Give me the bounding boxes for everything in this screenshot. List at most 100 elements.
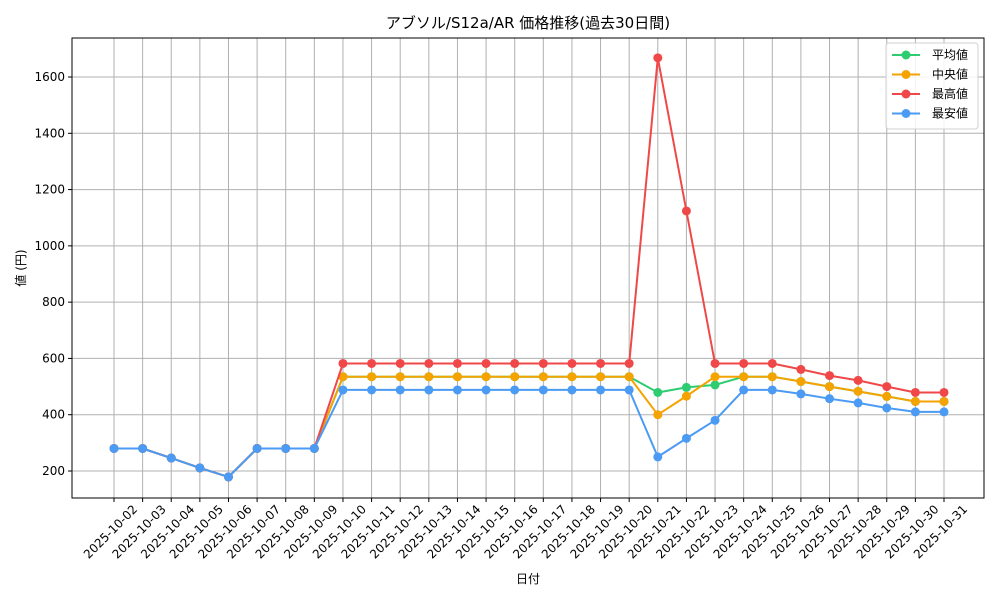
data-point[interactable] [424,372,434,382]
data-point[interactable] [882,403,892,413]
legend-label: 最高値 [932,86,968,101]
data-point[interactable] [624,358,634,368]
data-point[interactable] [653,452,663,462]
legend-marker-icon [901,70,911,79]
data-point[interactable] [252,443,262,453]
data-point[interactable] [195,463,205,473]
data-point[interactable] [309,443,319,453]
data-point[interactable] [338,372,348,382]
series-line [114,375,944,478]
data-point[interactable] [223,472,233,482]
y-tick-label: 600 [42,351,65,365]
data-point[interactable] [767,372,777,382]
data-point[interactable] [338,358,348,368]
series-2 [109,53,949,482]
legend-item: 平均値 [892,47,968,62]
data-point[interactable] [338,385,348,395]
data-point[interactable] [567,372,577,382]
data-point[interactable] [853,375,863,385]
data-point[interactable] [481,358,491,368]
y-tick-label: 1000 [34,239,65,253]
data-point[interactable] [596,372,606,382]
data-point[interactable] [939,387,949,397]
data-point[interactable] [681,391,691,401]
y-tick-label: 1400 [34,126,65,140]
y-tick-label: 1200 [34,183,65,197]
data-point[interactable] [367,385,377,395]
data-point[interactable] [395,358,405,368]
x-axis: 2025-10-022025-10-032025-10-042025-10-05… [81,498,970,561]
data-point[interactable] [739,385,749,395]
data-point[interactable] [910,407,920,417]
data-point[interactable] [710,358,720,368]
data-point[interactable] [538,385,548,395]
data-point[interactable] [767,385,777,395]
legend-label: 最安値 [932,106,968,121]
data-point[interactable] [939,407,949,417]
data-point[interactable] [710,380,720,390]
data-point[interactable] [281,443,291,453]
data-point[interactable] [166,453,176,463]
data-point[interactable] [596,385,606,395]
plot-frame [71,37,985,499]
data-point[interactable] [452,358,462,368]
data-point[interactable] [796,389,806,399]
data-point[interactable] [567,358,577,368]
data-point[interactable] [538,372,548,382]
data-point[interactable] [739,372,749,382]
data-point[interactable] [910,396,920,406]
x-axis-label: 日付 [516,572,540,586]
data-point[interactable] [395,372,405,382]
series-line [114,375,944,478]
data-point[interactable] [510,358,520,368]
data-point[interactable] [510,385,520,395]
data-point[interactable] [710,372,720,382]
data-point[interactable] [681,382,691,392]
data-point[interactable] [739,358,749,368]
series-line [114,388,944,478]
data-point[interactable] [653,387,663,397]
data-point[interactable] [367,372,377,382]
data-point[interactable] [853,386,863,396]
data-point[interactable] [710,415,720,425]
legend-item: 最高値 [892,86,968,101]
data-point[interactable] [481,372,491,382]
legend-label: 平均値 [932,47,968,62]
data-point[interactable] [825,394,835,404]
data-point[interactable] [825,371,835,381]
data-point[interactable] [452,385,462,395]
data-point[interactable] [538,358,548,368]
data-point[interactable] [939,396,949,406]
y-tick-label: 200 [42,464,65,478]
data-point[interactable] [424,385,434,395]
data-point[interactable] [138,443,148,453]
data-point[interactable] [681,433,691,443]
data-point[interactable] [882,391,892,401]
data-point[interactable] [681,206,691,216]
data-point[interactable] [653,410,663,420]
data-point[interactable] [624,372,634,382]
data-point[interactable] [624,385,634,395]
data-point[interactable] [510,372,520,382]
data-point[interactable] [796,364,806,374]
data-point[interactable] [653,53,663,63]
data-point[interactable] [109,443,119,453]
data-point[interactable] [882,382,892,392]
data-point[interactable] [853,398,863,408]
data-point[interactable] [367,358,377,368]
data-point[interactable] [481,385,491,395]
chart-title: アブソル/S12a/AR 価格推移(過去30日間) [386,14,670,32]
data-point[interactable] [825,382,835,392]
data-point[interactable] [767,358,777,368]
data-point[interactable] [796,377,806,387]
data-point[interactable] [567,385,577,395]
data-point[interactable] [395,385,405,395]
data-point[interactable] [596,358,606,368]
legend-item: 最安値 [892,106,968,121]
data-point[interactable] [424,358,434,368]
series-1 [109,372,949,482]
data-point[interactable] [910,387,920,397]
data-point[interactable] [452,372,462,382]
